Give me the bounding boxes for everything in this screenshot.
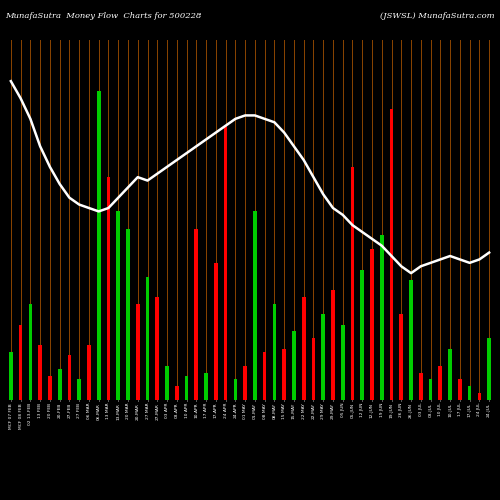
Bar (263, 352, 266, 400)
Bar (175, 386, 178, 400)
Bar (350, 167, 354, 400)
Text: (JSWSL) MunafaSutra.com: (JSWSL) MunafaSutra.com (380, 12, 495, 20)
Bar (58, 369, 61, 400)
Bar (428, 380, 432, 400)
Bar (234, 380, 237, 400)
Bar (400, 314, 403, 400)
Bar (244, 366, 247, 400)
Bar (224, 126, 228, 400)
Bar (468, 386, 471, 400)
Bar (419, 372, 422, 400)
Bar (409, 280, 413, 400)
Bar (312, 338, 316, 400)
Bar (360, 270, 364, 400)
Bar (19, 324, 22, 400)
Bar (488, 338, 491, 400)
Bar (38, 345, 42, 400)
Bar (458, 380, 462, 400)
Bar (194, 228, 198, 400)
Bar (87, 345, 91, 400)
Bar (9, 352, 13, 400)
Bar (438, 366, 442, 400)
Text: MunafaSutra  Money Flow  Charts for 500228: MunafaSutra Money Flow Charts for 500228 (5, 12, 202, 20)
Bar (302, 297, 306, 400)
Bar (106, 177, 110, 400)
Bar (478, 393, 481, 400)
Bar (204, 372, 208, 400)
Bar (48, 376, 52, 400)
Bar (341, 324, 344, 400)
Bar (253, 212, 256, 400)
Bar (165, 366, 169, 400)
Bar (116, 212, 120, 400)
Bar (390, 108, 394, 400)
Bar (146, 276, 150, 400)
Bar (448, 348, 452, 400)
Bar (214, 263, 218, 400)
Bar (380, 236, 384, 400)
Bar (78, 380, 81, 400)
Bar (126, 228, 130, 400)
Bar (322, 314, 325, 400)
Bar (282, 348, 286, 400)
Bar (370, 249, 374, 400)
Bar (272, 304, 276, 400)
Bar (136, 304, 140, 400)
Bar (97, 92, 100, 400)
Bar (28, 304, 32, 400)
Bar (331, 290, 335, 400)
Bar (68, 356, 71, 400)
Bar (156, 297, 159, 400)
Bar (184, 376, 188, 400)
Bar (292, 332, 296, 400)
